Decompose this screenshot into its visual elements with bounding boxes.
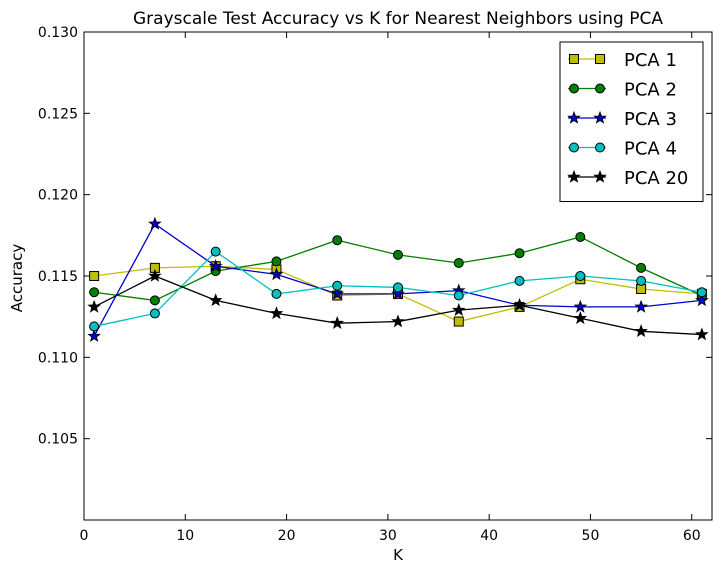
- data-point: [696, 287, 707, 298]
- data-point: [573, 311, 588, 325]
- data-point: [393, 249, 403, 260]
- legend-marker: [567, 110, 581, 124]
- data-point: [453, 257, 464, 268]
- legend-marker: [593, 110, 607, 124]
- x-tick-label: 40: [480, 528, 498, 544]
- legend-item: PCA 1: [568, 50, 677, 71]
- data-point: [87, 299, 101, 313]
- data-point: [89, 321, 100, 332]
- data-point: [149, 295, 160, 306]
- data-point: [451, 303, 466, 316]
- legend-marker: [569, 142, 579, 153]
- y-tick-label: 0.110: [38, 350, 78, 366]
- data-point: [332, 235, 343, 246]
- data-point: [514, 248, 525, 259]
- x-tick-label: 0: [80, 528, 89, 544]
- data-point: [634, 324, 648, 338]
- legend-label: PCA 1: [624, 50, 677, 71]
- data-point: [634, 299, 648, 313]
- data-point: [636, 275, 647, 286]
- y-tick-label: 0.120: [38, 188, 78, 204]
- data-point: [512, 298, 527, 312]
- legend-item: PCA 2: [568, 80, 677, 101]
- data-point: [453, 316, 464, 327]
- data-point: [636, 262, 647, 273]
- data-point: [89, 271, 100, 281]
- series-4: [89, 246, 707, 332]
- data-point: [330, 316, 345, 329]
- data-point: [87, 329, 101, 342]
- data-point: [271, 256, 282, 267]
- legend-item: PCA 3: [567, 109, 677, 130]
- y-tick-label: 0.105: [38, 432, 78, 448]
- data-point: [269, 306, 284, 320]
- data-point: [391, 286, 405, 300]
- data-point: [330, 286, 345, 300]
- legend-item: PCA 20: [567, 168, 688, 189]
- data-point: [208, 293, 223, 307]
- data-point: [271, 288, 282, 299]
- data-point: [332, 280, 343, 291]
- data-point: [148, 216, 162, 230]
- data-point: [514, 275, 525, 286]
- legend-marker: [595, 83, 605, 94]
- y-tick-label: 0.125: [38, 106, 78, 122]
- legend-label: PCA 20: [624, 168, 688, 189]
- data-point: [210, 246, 221, 257]
- data-point: [575, 271, 586, 281]
- data-point: [695, 293, 709, 307]
- legend-marker: [595, 54, 605, 64]
- data-point: [148, 268, 162, 282]
- y-axis-label: Accuracy: [8, 244, 26, 313]
- data-point: [208, 259, 223, 273]
- y-tick-label: 0.130: [38, 25, 78, 41]
- chart-title: Grayscale Test Accuracy vs K for Nearest…: [133, 9, 663, 29]
- legend-marker: [567, 169, 581, 183]
- data-point: [573, 299, 588, 313]
- axis-ticks: 0 10 20 30 40 50 60 0.105 0.110 0.115 0.120 0.125 0.…: [38, 25, 712, 544]
- data-point: [89, 287, 100, 298]
- legend-box: [559, 41, 704, 202]
- legend-label: PCA 2: [624, 80, 677, 101]
- data-point: [393, 282, 403, 293]
- x-axis-label: K: [393, 546, 404, 564]
- legend-marker: [569, 83, 579, 94]
- data-point: [453, 290, 464, 301]
- legend-marker: [569, 54, 579, 64]
- legend-item: PCA 4: [568, 139, 677, 160]
- x-tick-label: 20: [278, 528, 296, 544]
- legend: PCA 1 PCA 2 PCA 3 PCA 4 PCA 20: [559, 41, 704, 202]
- data-point: [391, 314, 405, 328]
- legend-marker: [595, 142, 605, 153]
- y-tick-label: 0.115: [38, 269, 78, 285]
- series-5: [87, 268, 709, 341]
- x-tick-label: 60: [683, 528, 701, 544]
- legend-label: PCA 3: [624, 109, 677, 130]
- data-point: [149, 308, 160, 319]
- data-point: [695, 327, 709, 341]
- x-tick-label: 50: [582, 528, 600, 544]
- data-point: [575, 231, 586, 242]
- x-tick-label: 10: [176, 528, 194, 544]
- legend-marker: [593, 169, 607, 183]
- x-tick-label: 30: [379, 528, 397, 544]
- data-point: [269, 267, 284, 281]
- legend-label: PCA 4: [624, 139, 677, 160]
